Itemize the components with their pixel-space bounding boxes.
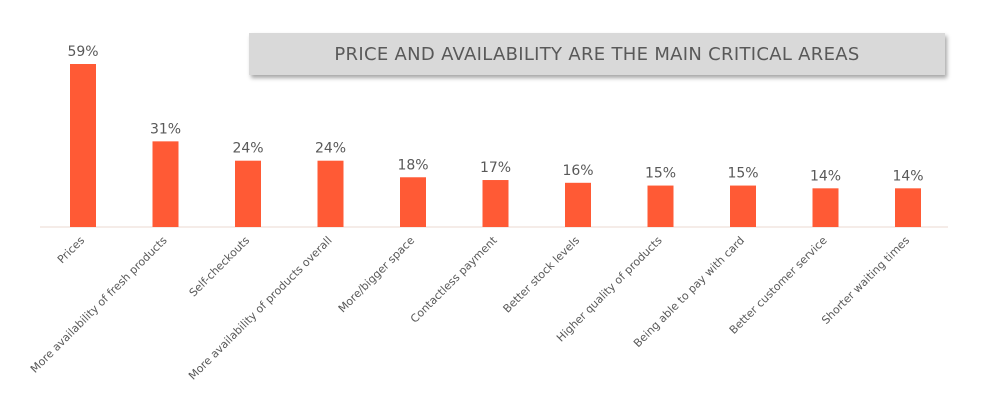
bar: [730, 185, 756, 227]
data-label: 14%: [810, 168, 841, 184]
data-label: 59%: [67, 44, 98, 60]
chart-title: PRICE AND AVAILABILITY ARE THE MAIN CRIT…: [334, 43, 860, 65]
data-label: 14%: [892, 168, 923, 184]
x-tick-label: More/bigger space: [336, 234, 418, 316]
x-tick-label: Contactless payment: [408, 233, 500, 325]
data-label: 16%: [562, 163, 593, 179]
bar: [565, 182, 591, 227]
bar: [235, 160, 261, 227]
chart-title-box: PRICE AND AVAILABILITY ARE THE MAIN CRIT…: [249, 33, 945, 75]
data-label: 18%: [397, 157, 428, 173]
bar: [647, 185, 674, 227]
x-tick-label: Better customer service: [727, 234, 830, 337]
bar: [812, 188, 839, 227]
bar: [400, 177, 426, 227]
data-label: 15%: [727, 166, 758, 182]
x-tick-label: Better stock levels: [501, 234, 583, 316]
bar: [70, 64, 96, 227]
bar: [317, 160, 344, 227]
x-tick-label: More availability of products overall: [186, 234, 335, 383]
data-label: 24%: [232, 141, 263, 157]
bar: [895, 188, 921, 227]
x-tick-label: Prices: [55, 234, 87, 266]
data-label: 24%: [315, 141, 346, 157]
bar: [152, 141, 179, 227]
x-tick-label: Self-checkouts: [187, 234, 253, 300]
x-tick-label: More availability of fresh products: [28, 234, 170, 376]
x-tick-label: Shorter waiting times: [819, 234, 912, 327]
data-label: 17%: [480, 160, 511, 176]
bar: [482, 180, 509, 227]
data-label: 15%: [645, 166, 676, 182]
data-label: 31%: [150, 121, 181, 137]
